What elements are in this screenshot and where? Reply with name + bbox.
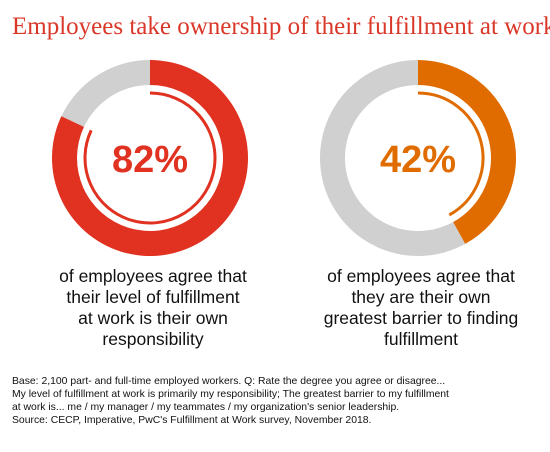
inner-ring-left xyxy=(83,91,217,225)
source-line: My level of fulfillment at work is prima… xyxy=(12,389,449,400)
source-line: at work is... me / my manager / my teamm… xyxy=(12,402,400,413)
percent-label-right: 42% xyxy=(380,139,456,181)
caption-right-line: they are their own xyxy=(351,287,491,307)
caption-right-line: of employees agree that xyxy=(327,266,515,286)
donut-chart-left: 82% xyxy=(52,60,249,256)
caption-right-line: greatest barrier to finding xyxy=(323,308,519,328)
source-note: Base: 2,100 part- and full-time employed… xyxy=(12,375,542,427)
caption-left-line: their level of fulfillment xyxy=(66,287,240,307)
caption-right: of employees agree that they are their o… xyxy=(301,266,541,350)
caption-left-line: responsibility xyxy=(102,329,204,349)
caption-right-line: fulfillment xyxy=(384,329,458,349)
caption-left: of employees agree that their level of f… xyxy=(33,266,273,350)
donut-segment-right xyxy=(418,60,516,244)
source-line: Base: 2,100 part- and full-time employed… xyxy=(12,376,446,387)
caption-left-line: at work is their own xyxy=(78,308,228,328)
percent-label-left: 82% xyxy=(112,139,188,181)
donut-chart-right: 42% xyxy=(320,60,516,256)
chart-title: Employees take ownership of their fulfil… xyxy=(12,13,550,40)
inner-ring-right xyxy=(417,91,485,217)
source-line: Source: CECP, Imperative, PwC's Fulfillm… xyxy=(12,415,372,426)
donut-remainder-right xyxy=(320,60,466,256)
donut-remainder-left xyxy=(61,60,150,127)
caption-left-line: of employees agree that xyxy=(59,266,247,286)
